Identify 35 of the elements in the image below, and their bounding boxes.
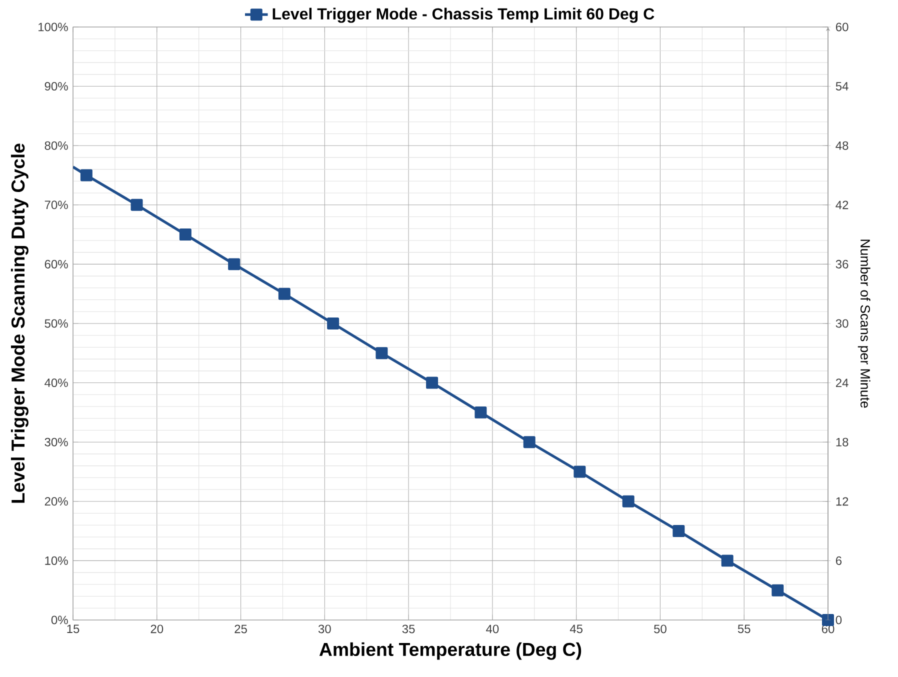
y2-tick-label: 30 [836, 319, 848, 328]
y-tick-label: 40% [44, 378, 68, 388]
y-tick-label: 50% [44, 319, 68, 328]
y2-tick-label: 42 [836, 200, 848, 210]
y2-tick-label: 0 [836, 616, 842, 624]
legend-label: Level Trigger Mode - Chassis Temp Limit 60 Deg C [272, 8, 654, 23]
x-axis-title: Ambient Temperature (Deg C) [319, 642, 582, 660]
y2-tick-label: 18 [836, 438, 848, 446]
x-tick-label: 15 [67, 624, 80, 634]
y2-axis-title: Number of Scans per Minute [858, 240, 870, 408]
y2-tick-label: 24 [836, 378, 848, 387]
y2-tick-label: 12 [836, 497, 848, 506]
y2-tick-label: 36 [836, 260, 848, 268]
x-tick-label: 35 [402, 624, 415, 634]
y-axis-title: Level Trigger Mode Scanning Duty Cycle [10, 144, 28, 503]
y2-tick-label: 54 [836, 82, 848, 90]
x-tick-label: 50 [654, 624, 666, 634]
y-tick-label: 80% [44, 141, 68, 150]
y-tick-label: 0% [51, 616, 68, 624]
x-tick-label: 55 [738, 624, 750, 634]
x-tick-label: 25 [234, 624, 247, 634]
y-tick-label: 30% [44, 438, 68, 446]
y-tick-label: 60% [44, 260, 68, 268]
y2-tick-label: 48 [836, 141, 848, 150]
y2-tick-label: 6 [836, 556, 842, 565]
y-tick-label: 20% [44, 497, 68, 506]
x-tick-label: 20 [150, 624, 164, 634]
x-tick-label: 30 [318, 624, 331, 634]
y2-tick-label: 60 [836, 22, 848, 32]
y-tick-label: 90% [44, 82, 68, 91]
x-tick-label: 45 [570, 624, 583, 634]
y-tick-label: 10% [45, 556, 68, 565]
x-tick-label: 40 [486, 624, 499, 634]
y-tick-label: 70% [44, 200, 68, 210]
y-tick-label: 100% [38, 22, 68, 32]
